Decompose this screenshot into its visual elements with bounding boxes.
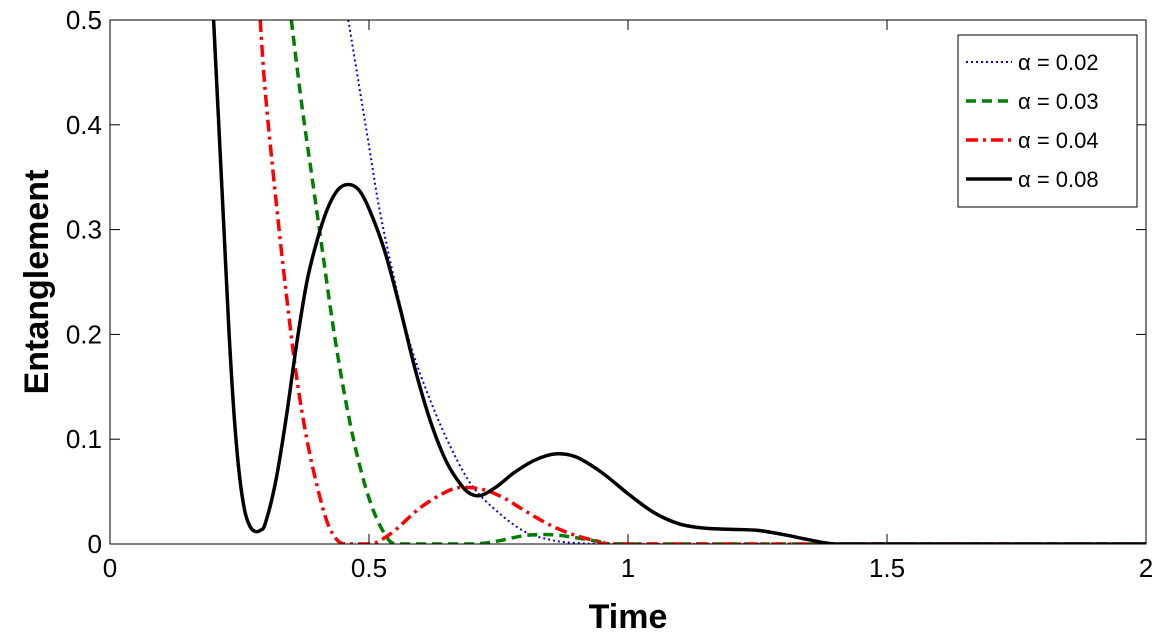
y-tick-label: 0.1 (66, 424, 102, 454)
series-line-4 (211, 20, 1146, 544)
y-tick-label: 0.4 (66, 110, 102, 140)
legend: α = 0.02 α = 0.03 α = 0.04 α = 0.08 (957, 34, 1138, 208)
x-axis-title: Time (589, 598, 668, 632)
x-tick-label: 1.5 (869, 553, 905, 583)
x-tick-label: 0 (103, 553, 117, 583)
legend-label-2: α = 0.03 (1018, 89, 1099, 114)
y-tick-label: 0.2 (66, 319, 102, 349)
series-line-3 (258, 20, 1146, 544)
y-axis-title: Entanglement (18, 170, 56, 395)
y-tick-label: 0 (88, 529, 102, 559)
x-tick-label: 1 (621, 553, 635, 583)
y-tick-label: 0.5 (66, 5, 102, 35)
legend-label-1: α = 0.02 (1018, 50, 1099, 75)
legend-label-4: α = 0.08 (1018, 167, 1099, 192)
y-tick-label: 0.3 (66, 215, 102, 245)
legend-label-3: α = 0.04 (1018, 128, 1099, 153)
x-tick-label: 2 (1139, 553, 1153, 583)
series-layer (211, 20, 1146, 544)
tick-layer: 0 0.5 1 1.5 2 0 0.1 0.2 0.3 0.4 0.5 (66, 5, 1153, 583)
x-tick-label: 0.5 (351, 553, 387, 583)
